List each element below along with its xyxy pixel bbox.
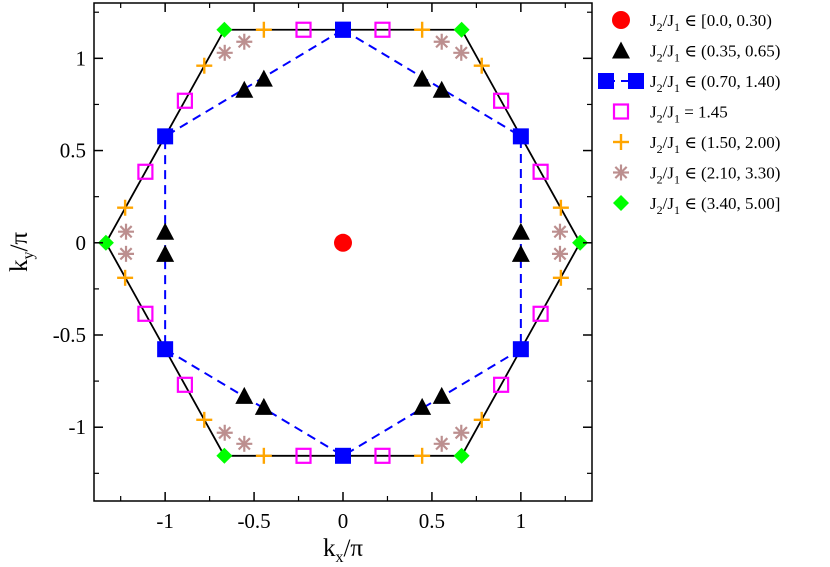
series-5-point-2 xyxy=(551,223,568,240)
series-4-point-8 xyxy=(196,411,213,428)
series-3-point-5 xyxy=(493,376,510,393)
legend-label-1: J2/J1 ∈ (0.35, 0.65) xyxy=(650,42,780,65)
series-3-point-2 xyxy=(493,92,510,109)
series-3-point-10 xyxy=(137,163,154,180)
x-tick-label-2: 0 xyxy=(338,509,349,533)
series-6-point-2 xyxy=(572,234,589,251)
series-5-point-6 xyxy=(236,435,253,452)
x-axis-title: kx/π xyxy=(323,535,363,566)
series-1-point-4 xyxy=(413,397,432,415)
series-3-point-0 xyxy=(374,21,391,38)
x-tick-label-4: 1 xyxy=(516,509,527,533)
series-3-point-11 xyxy=(176,92,193,109)
legend-item-6: J2/J1 ∈ (3.40, 5.00] xyxy=(613,194,780,217)
series-4-point-2 xyxy=(473,57,490,74)
series-1-point-6 xyxy=(254,397,273,415)
series-2-point-4 xyxy=(157,341,174,358)
series-3-point-9 xyxy=(137,305,154,322)
series-3-point-8 xyxy=(176,376,193,393)
legend-marker-3 xyxy=(612,103,630,120)
legend-label-4: J2/J1 ∈ (1.50, 2.00) xyxy=(650,133,780,156)
legend-item-4: J2/J1 ∈ (1.50, 2.00) xyxy=(613,133,780,156)
series-1-point-7 xyxy=(235,386,254,404)
series-2-point-3 xyxy=(335,447,351,464)
legend-label-5: J2/J1 ∈ (2.10, 3.30) xyxy=(650,164,780,187)
series-5-point-3 xyxy=(551,245,568,262)
x-tick-label-0: -1 xyxy=(156,509,174,533)
legend-item-5: J2/J1 ∈ (2.10, 3.30) xyxy=(613,164,780,187)
legend-marker-2-b xyxy=(628,73,644,89)
series-2-point-5 xyxy=(157,128,174,145)
series-6-point-0 xyxy=(453,21,470,38)
legend-marker-0 xyxy=(612,11,630,29)
series-4-point-0 xyxy=(414,21,431,38)
series-2-point-2 xyxy=(512,341,529,358)
x-tick-label-1: -0.5 xyxy=(237,509,270,533)
series-6-point-3 xyxy=(97,234,114,251)
series-5-point-8 xyxy=(118,245,135,262)
legend-marker-2-a xyxy=(598,73,614,89)
series-0-point-0 xyxy=(334,233,352,252)
series-3-point-6 xyxy=(374,447,391,464)
y-tick-label-2: 0 xyxy=(76,231,87,255)
series-4-point-11 xyxy=(196,57,213,74)
series-3-point-1 xyxy=(295,21,312,38)
y-tick-label-3: 0.5 xyxy=(60,139,86,163)
series-1-point-5 xyxy=(432,386,451,404)
legend-item-1: J2/J1 ∈ (0.35, 0.65) xyxy=(612,41,780,65)
series-2-point-6 xyxy=(335,21,351,38)
x-tick-label-3: 0.5 xyxy=(419,509,445,533)
legend-marker-6 xyxy=(613,195,629,211)
series-3-point-3 xyxy=(532,163,549,180)
series-2-point-1 xyxy=(512,128,529,145)
series-5-point-7 xyxy=(216,424,233,441)
series-4-point-3 xyxy=(552,199,569,216)
series-4-point-6 xyxy=(414,447,431,464)
legend-marker-4 xyxy=(613,134,629,150)
legend-label-6: J2/J1 ∈ (3.40, 5.00] xyxy=(650,194,780,217)
series-4-point-10 xyxy=(117,199,134,216)
series-4-point-5 xyxy=(473,411,490,428)
series-3-point-7 xyxy=(295,447,312,464)
series-1-point-3 xyxy=(511,244,530,262)
series-1-point-8 xyxy=(156,244,175,262)
y-tick-label-1: -0.5 xyxy=(53,323,86,347)
series-6-point-1 xyxy=(216,21,233,38)
series-1-point-0 xyxy=(413,69,432,87)
series-4-point-1 xyxy=(255,21,272,38)
series-1-point-1 xyxy=(432,80,451,98)
series-1-point-2 xyxy=(511,222,530,240)
series-1-point-10 xyxy=(254,69,273,87)
legend-item-0: J2/J1 ∈ [0.0, 0.30) xyxy=(612,11,772,34)
series-5-point-1 xyxy=(453,44,470,61)
legend-label-0: J2/J1 ∈ [0.0, 0.30) xyxy=(650,11,772,34)
legend-item-3: J2/J1 = 1.45 xyxy=(612,103,728,126)
series-4-point-4 xyxy=(552,269,569,286)
series-5-point-10 xyxy=(216,44,233,61)
series-6-point-4 xyxy=(453,447,470,464)
y-axis-title: ky/π xyxy=(6,232,37,272)
series-5-point-4 xyxy=(453,424,470,441)
series-1-point-9 xyxy=(156,222,175,240)
series-6-point-5 xyxy=(216,447,233,464)
legend-marker-5 xyxy=(613,164,629,181)
series-5-point-11 xyxy=(236,33,253,50)
legend-label-3: J2/J1 = 1.45 xyxy=(650,103,728,126)
series-1-point-11 xyxy=(235,80,254,98)
series-4-point-9 xyxy=(117,269,134,286)
legend-item-2: J2/J1 ∈ (0.70, 1.40) xyxy=(598,72,780,95)
y-tick-label-0: -1 xyxy=(69,415,87,439)
y-tick-label-4: 1 xyxy=(76,46,87,70)
legend-marker-1 xyxy=(612,41,630,59)
series-5-point-9 xyxy=(118,223,135,240)
legend-label-2: J2/J1 ∈ (0.70, 1.40) xyxy=(650,72,780,95)
series-3-point-4 xyxy=(532,305,549,322)
series-5-point-0 xyxy=(433,33,450,50)
series-4-point-7 xyxy=(255,447,272,464)
series-5-point-5 xyxy=(433,435,450,452)
